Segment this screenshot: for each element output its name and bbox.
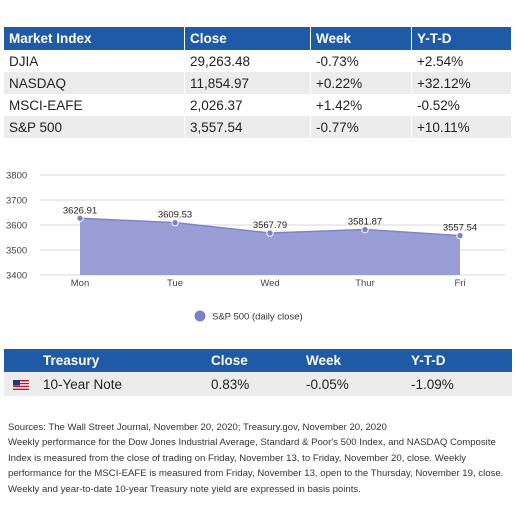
market-header-row: Market Index Close Week Y-T-D xyxy=(4,27,512,50)
data-point xyxy=(361,225,369,234)
treasury-close: 0.83% xyxy=(206,372,301,396)
methodology-note: Weekly performance for the Dow Jones Ind… xyxy=(8,437,504,495)
data-label: 3626.91 xyxy=(63,205,97,216)
x-tick-label: Mon xyxy=(71,278,89,289)
treasury-ytd: -1.09% xyxy=(406,372,512,396)
index-ytd: +10.11% xyxy=(411,116,512,138)
x-tick-label: Thur xyxy=(355,278,375,289)
data-point xyxy=(76,214,84,222)
table-row: 10-Year Note 0.83% -0.05% -1.09% xyxy=(4,372,512,396)
treasury-week: -0.05% xyxy=(301,372,406,396)
data-label: 3557.54 xyxy=(443,223,477,234)
index-close: 2,026.37 xyxy=(184,94,311,116)
y-tick-label: 3800 xyxy=(6,171,27,182)
index-ytd: +2.54% xyxy=(411,50,512,72)
index-close: 3,557.54 xyxy=(184,116,311,138)
header-market-index: Market Index xyxy=(4,27,185,50)
y-tick-label: 3600 xyxy=(6,221,27,232)
y-tick-label: 3700 xyxy=(6,196,27,207)
y-tick-label: 3500 xyxy=(6,246,27,257)
index-name: MSCI-EAFE xyxy=(4,94,185,116)
header-ytd: Y-T-D xyxy=(406,349,512,372)
table-row: MSCI-EAFE 2,026.37 +1.42% -0.52% xyxy=(4,94,512,116)
legend-marker xyxy=(194,310,206,322)
header-treasury: Treasury xyxy=(38,349,206,372)
data-label: 3609.53 xyxy=(158,210,192,221)
y-tick-label: 3400 xyxy=(6,271,27,282)
header-close: Close xyxy=(184,27,311,50)
index-week: +0.22% xyxy=(310,72,412,94)
data-label: 3567.79 xyxy=(253,220,287,231)
data-label: 3581.87 xyxy=(348,217,382,228)
sp500-area-chart: 3800 3700 3600 3500 3400 3626.91 Mon 3609.53 Tue… xyxy=(6,171,505,323)
index-name: NASDAQ xyxy=(4,72,185,94)
index-week: -0.77% xyxy=(310,116,412,138)
x-tick-label: Wed xyxy=(260,278,279,289)
index-ytd: +32.12% xyxy=(411,72,512,94)
table-row: S&P 500 3,557.54 -0.77% +10.11% xyxy=(4,116,512,138)
index-close: 11,854.97 xyxy=(184,72,311,94)
header-week: Week xyxy=(301,349,406,372)
header-close: Close xyxy=(206,349,301,372)
header-ytd: Y-T-D xyxy=(411,27,512,50)
index-name: S&P 500 xyxy=(4,116,185,138)
sources-note: Sources: The Wall Street Journal, Novemb… xyxy=(8,422,387,433)
treasury-name: 10-Year Note xyxy=(38,372,206,396)
data-point xyxy=(266,229,274,237)
index-close: 29,263.48 xyxy=(184,50,311,72)
market-index-table: Market Index Close Week Y-T-D DJIA 29,26… xyxy=(4,27,512,138)
us-flag-icon xyxy=(13,379,29,390)
index-name: DJIA xyxy=(4,50,185,72)
data-point xyxy=(456,231,464,240)
treasury-table: Treasury Close Week Y-T-D 10-Year Note 0… xyxy=(4,349,512,396)
data-point xyxy=(171,218,179,227)
x-tick-label: Fri xyxy=(454,278,465,289)
index-week: -0.73% xyxy=(310,50,412,72)
legend-label: S&P 500 (daily close) xyxy=(212,312,303,323)
index-ytd: -0.52% xyxy=(411,94,512,116)
treasury-header-row: Treasury Close Week Y-T-D xyxy=(4,349,512,372)
table-row: DJIA 29,263.48 -0.73% +2.54% xyxy=(4,50,512,72)
table-row: NASDAQ 11,854.97 +0.22% +32.12% xyxy=(4,72,512,94)
header-week: Week xyxy=(310,27,412,50)
header-flag xyxy=(4,349,38,372)
index-week: +1.42% xyxy=(310,94,412,116)
x-tick-label: Tue xyxy=(167,278,183,289)
flag-cell xyxy=(4,372,38,396)
footnotes: Sources: The Wall Street Journal, Novemb… xyxy=(8,420,513,497)
